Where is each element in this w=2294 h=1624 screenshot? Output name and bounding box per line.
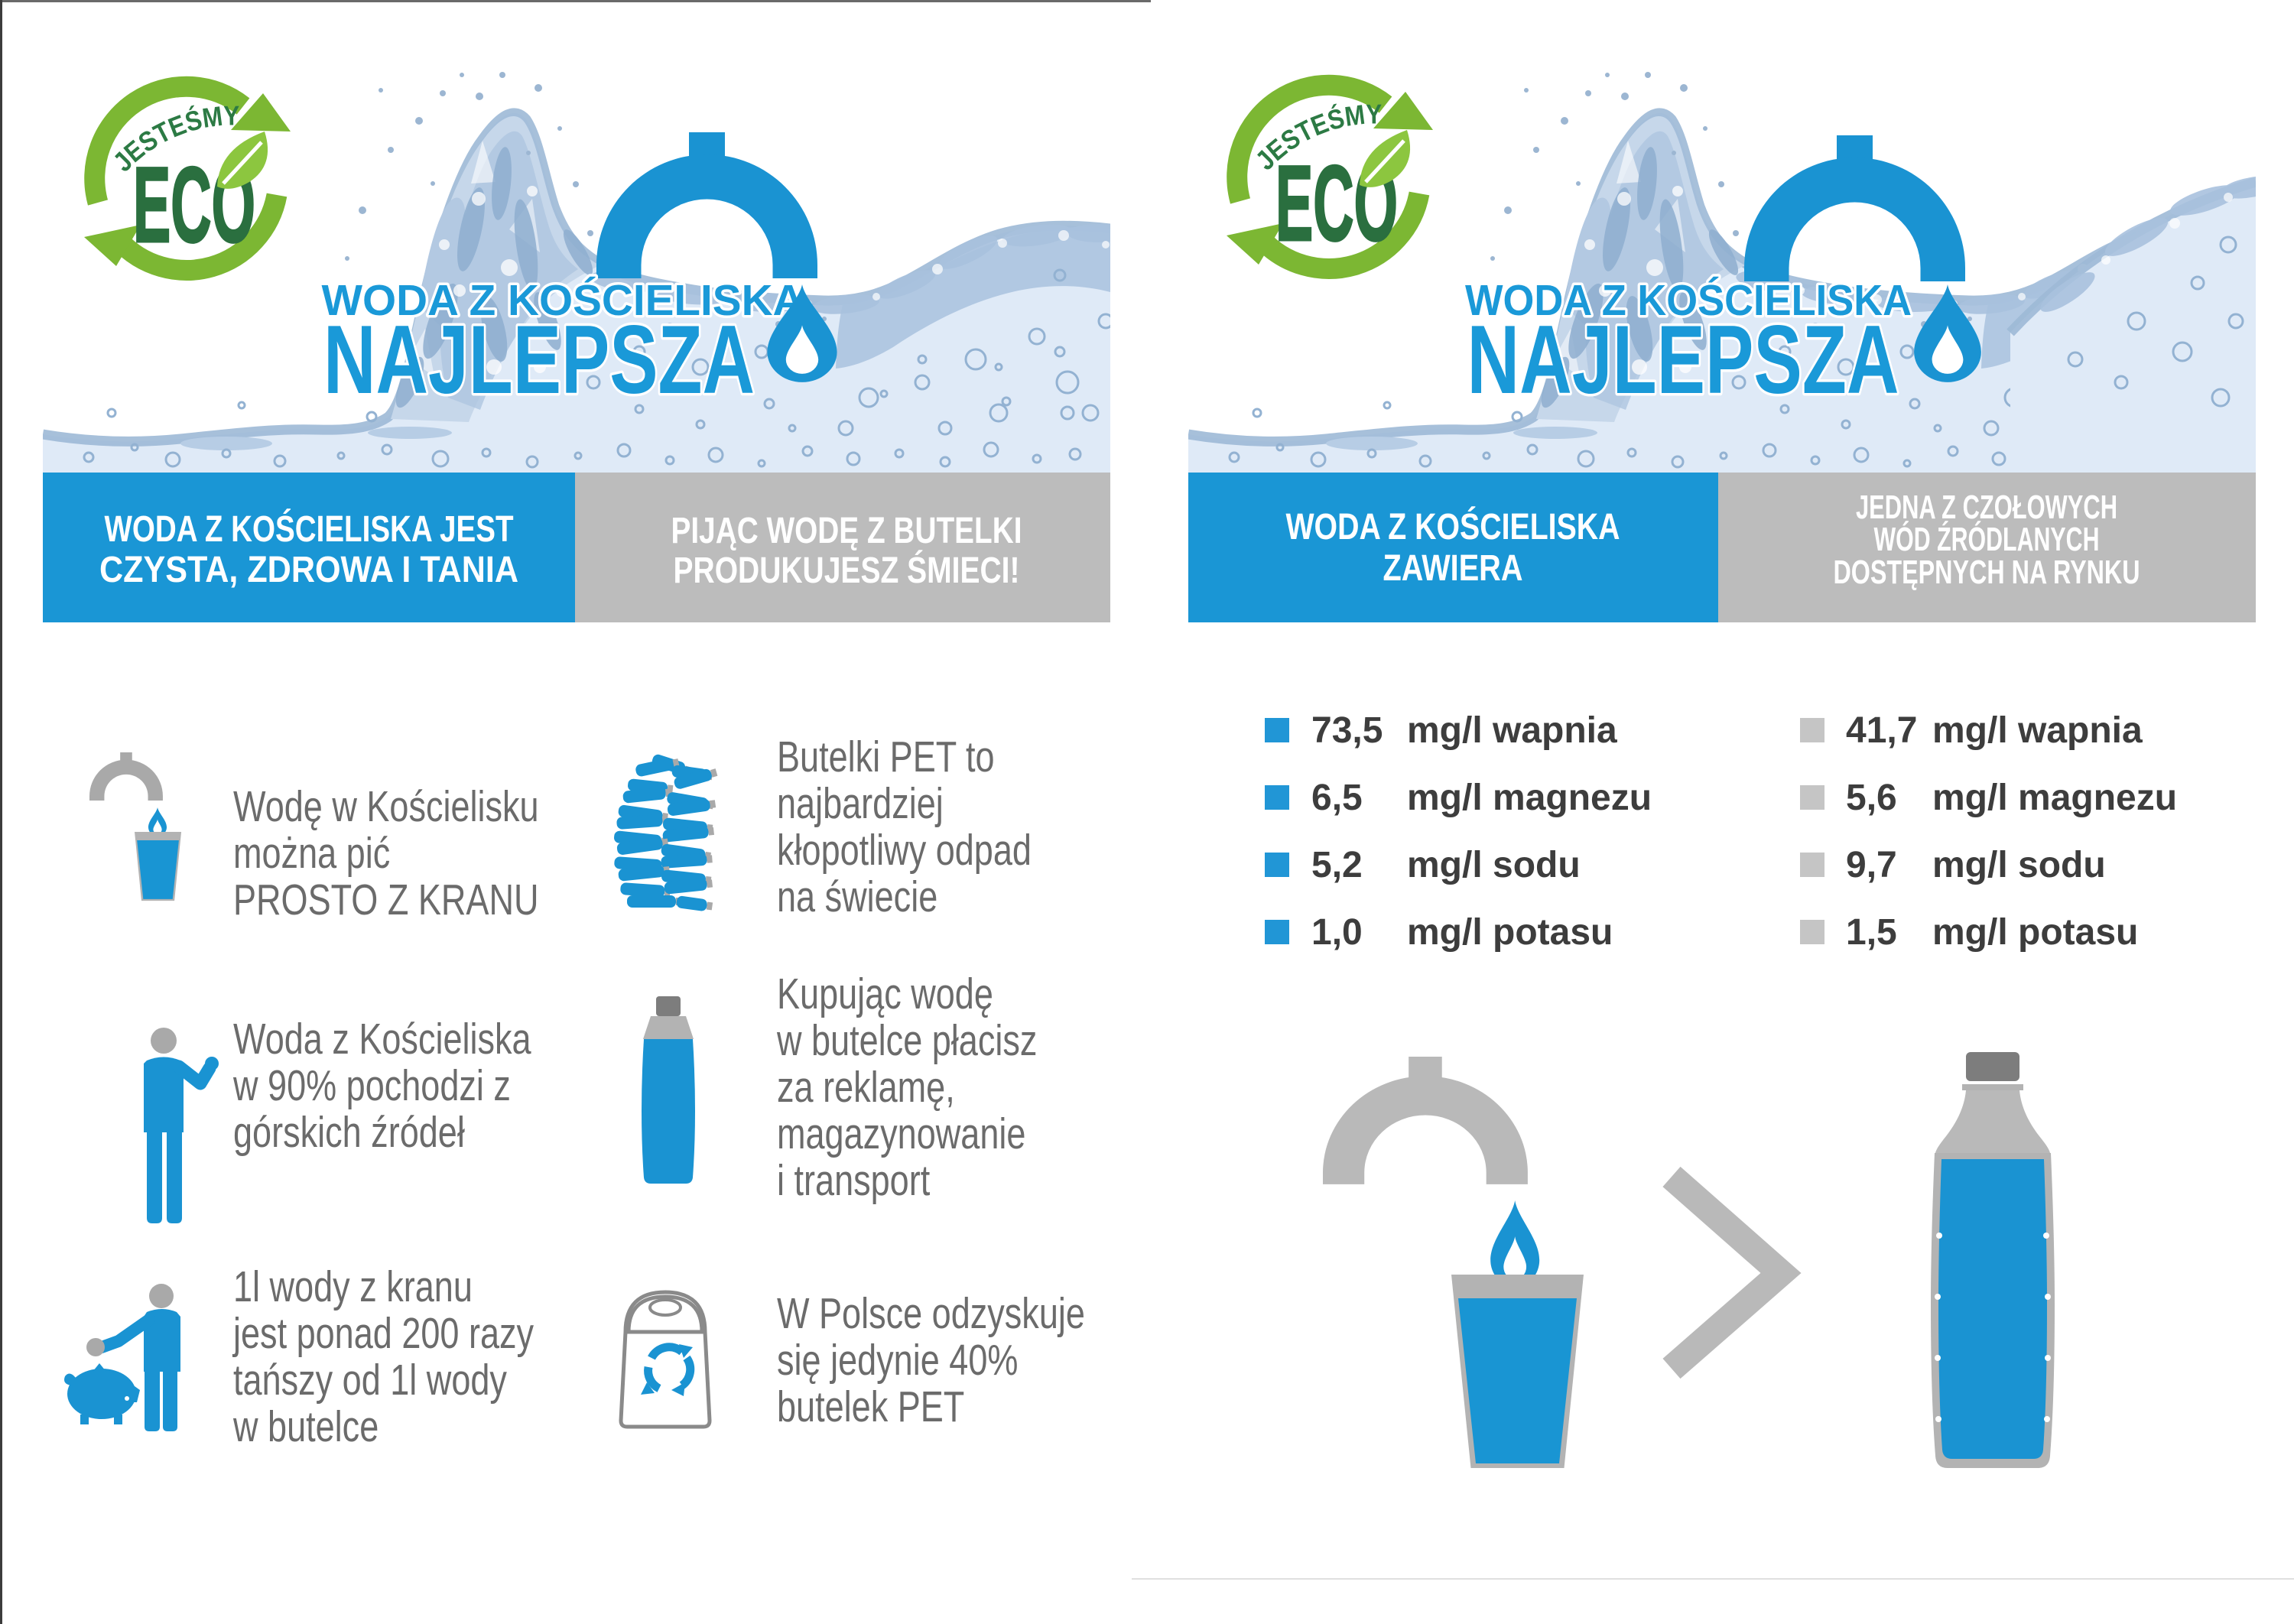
- svg-text:mg/l sodu: mg/l sodu: [1407, 845, 1581, 885]
- svg-text:5,2: 5,2: [1311, 845, 1363, 885]
- svg-text:WODA Z KOŚCIELISKA: WODA Z KOŚCIELISKA: [322, 276, 804, 325]
- svg-text:5,6: 5,6: [1846, 778, 1897, 818]
- svg-text:NAJLEPSZA: NAJLEPSZA: [1467, 305, 1899, 414]
- svg-text:1,5: 1,5: [1846, 912, 1897, 953]
- svg-text:mg/l potasu: mg/l potasu: [1407, 912, 1613, 953]
- svg-text:mg/l potasu: mg/l potasu: [1932, 912, 2138, 953]
- svg-text:JEDNA Z CZOŁOWYCH: JEDNA Z CZOŁOWYCH: [1856, 489, 2117, 526]
- svg-text:73,5: 73,5: [1311, 710, 1383, 751]
- svg-text:mg/l magnezu: mg/l magnezu: [1407, 778, 1652, 818]
- svg-text:mg/l wapnia: mg/l wapnia: [1407, 710, 1617, 751]
- svg-text:WODA Z KOŚCIELISKA JEST: WODA Z KOŚCIELISKA JEST: [105, 508, 514, 550]
- svg-text:WÓD ŹRÓDLANYCH: WÓD ŹRÓDLANYCH: [1874, 520, 2100, 558]
- svg-text:NAJLEPSZA: NAJLEPSZA: [323, 305, 755, 414]
- svg-text:WODA Z KOŚCIELISKA: WODA Z KOŚCIELISKA: [1465, 276, 1912, 325]
- svg-text:41,7: 41,7: [1846, 710, 1917, 751]
- svg-text:mg/l wapnia: mg/l wapnia: [1932, 710, 2143, 751]
- svg-text:WODA Z KOŚCIELISKA: WODA Z KOŚCIELISKA: [1286, 505, 1620, 547]
- svg-text:PIJĄC WODĘ Z BUTELKI: PIJĄC WODĘ Z BUTELKI: [671, 511, 1022, 551]
- svg-text:PRODUKUJESZ ŚMIECI!: PRODUKUJESZ ŚMIECI!: [674, 549, 1020, 591]
- svg-text:6,5: 6,5: [1311, 778, 1363, 818]
- svg-text:9,7: 9,7: [1846, 845, 1897, 885]
- svg-text:DOSTĘPNYCH NA RYNKU: DOSTĘPNYCH NA RYNKU: [1834, 554, 2140, 591]
- svg-text:CZYSTA, ZDROWA I TANIA: CZYSTA, ZDROWA I TANIA: [99, 550, 518, 590]
- svg-text:ZAWIERA: ZAWIERA: [1383, 548, 1523, 589]
- svg-text:mg/l magnezu: mg/l magnezu: [1932, 778, 2177, 818]
- svg-text:mg/l sodu: mg/l sodu: [1932, 845, 2106, 885]
- svg-text:1,0: 1,0: [1311, 912, 1363, 953]
